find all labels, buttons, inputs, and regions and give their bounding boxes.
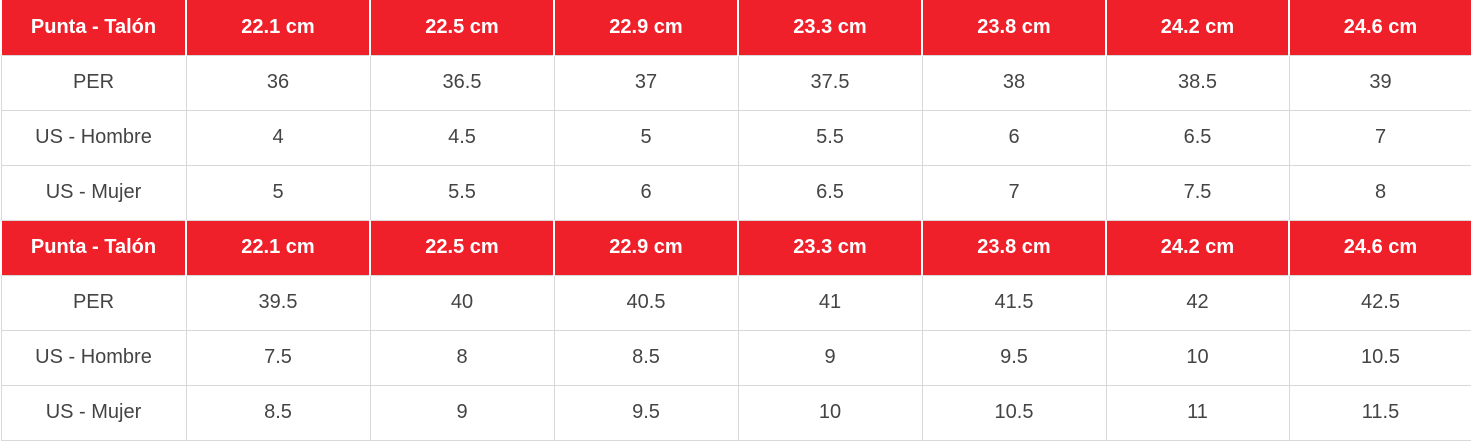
header-cell: 23.8 cm — [921, 220, 1107, 275]
table-cell: 39 — [1288, 54, 1471, 111]
table-cell: 41.5 — [921, 274, 1107, 331]
table-cell: 4.5 — [369, 109, 555, 166]
table-cell: 38.5 — [1105, 54, 1290, 111]
table-row: US - Mujer 5 5.5 6 6.5 7 7.5 8 — [0, 164, 1471, 221]
table-cell: 9 — [369, 384, 555, 441]
table-cell: 7.5 — [1105, 164, 1290, 221]
table-cell: 5 — [553, 109, 739, 166]
header-cell: 24.2 cm — [1105, 0, 1290, 55]
row-label: PER — [0, 274, 187, 331]
table-cell: 36.5 — [369, 54, 555, 111]
table-cell: 9 — [737, 329, 923, 386]
header-cell: 24.6 cm — [1288, 220, 1471, 275]
table-cell: 5.5 — [369, 164, 555, 221]
row-label: US - Hombre — [0, 109, 187, 166]
table-cell: 7 — [1288, 109, 1471, 166]
row-label: US - Hombre — [0, 329, 187, 386]
header-cell: 23.8 cm — [921, 0, 1107, 55]
table-cell: 40 — [369, 274, 555, 331]
row-label: US - Mujer — [0, 384, 187, 441]
header-row: Punta - Talón 22.1 cm 22.5 cm 22.9 cm 23… — [0, 0, 1471, 55]
table-cell: 8.5 — [553, 329, 739, 386]
header-cell: Punta - Talón — [0, 0, 187, 55]
table-cell: 5.5 — [737, 109, 923, 166]
table-cell: 11.5 — [1288, 384, 1471, 441]
table-cell: 36 — [185, 54, 371, 111]
table-cell: 42 — [1105, 274, 1290, 331]
table-cell: 6 — [553, 164, 739, 221]
table-row: US - Mujer 8.5 9 9.5 10 10.5 11 11.5 — [0, 384, 1471, 441]
table-cell: 10 — [737, 384, 923, 441]
table-cell: 42.5 — [1288, 274, 1471, 331]
table-cell: 40.5 — [553, 274, 739, 331]
header-cell: 22.1 cm — [185, 0, 371, 55]
table-cell: 8 — [1288, 164, 1471, 221]
table-cell: 37 — [553, 54, 739, 111]
header-cell: 23.3 cm — [737, 220, 923, 275]
table-cell: 6 — [921, 109, 1107, 166]
row-label: PER — [0, 54, 187, 111]
table-cell: 38 — [921, 54, 1107, 111]
table-cell: 8.5 — [185, 384, 371, 441]
table-cell: 9.5 — [553, 384, 739, 441]
table-cell: 41 — [737, 274, 923, 331]
table-cell: 10.5 — [921, 384, 1107, 441]
row-label: US - Mujer — [0, 164, 187, 221]
header-cell: 22.9 cm — [553, 0, 739, 55]
header-cell: Punta - Talón — [0, 220, 187, 275]
table-row: PER 36 36.5 37 37.5 38 38.5 39 — [0, 54, 1471, 111]
table-cell: 7 — [921, 164, 1107, 221]
table-row: PER 39.5 40 40.5 41 41.5 42 42.5 — [0, 274, 1471, 331]
table-cell: 37.5 — [737, 54, 923, 111]
table-cell: 39.5 — [185, 274, 371, 331]
header-cell: 24.2 cm — [1105, 220, 1290, 275]
header-cell: 23.3 cm — [737, 0, 923, 55]
table-cell: 11 — [1105, 384, 1290, 441]
table-cell: 7.5 — [185, 329, 371, 386]
table-row: US - Hombre 4 4.5 5 5.5 6 6.5 7 — [0, 109, 1471, 166]
table-cell: 6.5 — [737, 164, 923, 221]
table-cell: 10.5 — [1288, 329, 1471, 386]
table-cell: 6.5 — [1105, 109, 1290, 166]
header-cell: 22.5 cm — [369, 220, 555, 275]
table-cell: 10 — [1105, 329, 1290, 386]
table-cell: 9.5 — [921, 329, 1107, 386]
header-cell: 22.1 cm — [185, 220, 371, 275]
table-cell: 8 — [369, 329, 555, 386]
header-cell: 24.6 cm — [1288, 0, 1471, 55]
header-cell: 22.5 cm — [369, 0, 555, 55]
header-cell: 22.9 cm — [553, 220, 739, 275]
table-row: US - Hombre 7.5 8 8.5 9 9.5 10 10.5 — [0, 329, 1471, 386]
header-row: Punta - Talón 22.1 cm 22.5 cm 22.9 cm 23… — [0, 220, 1471, 275]
table-cell: 5 — [185, 164, 371, 221]
table-cell: 4 — [185, 109, 371, 166]
